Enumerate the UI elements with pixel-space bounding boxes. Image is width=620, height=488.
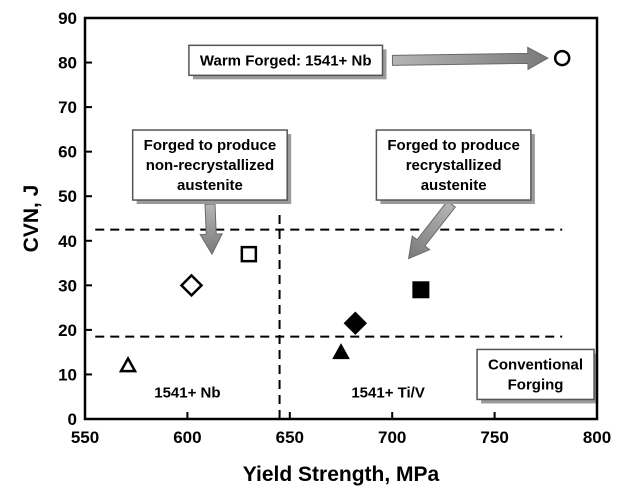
axis-ticks: 550 600 650 700 750 800 0 10 20 30 40 50 60 70 80 90 <box>58 9 611 447</box>
annotation-text: Conventional <box>488 356 583 373</box>
y-tick-label: 80 <box>58 54 77 73</box>
annotation-arrow <box>199 203 224 256</box>
reference-lines <box>95 214 563 419</box>
annotation-text: Forging <box>508 376 564 393</box>
annotation-box <box>375 129 532 201</box>
annotation-box <box>188 44 384 77</box>
annotation-text: recrystallized <box>406 157 502 174</box>
annotation-text: Forged to produce <box>144 137 277 154</box>
y-tick-label: 0 <box>68 410 77 429</box>
annotation-arrows <box>199 46 549 260</box>
x-tick-label: 750 <box>480 428 508 447</box>
point-open-square <box>240 245 258 263</box>
point-open-diamond <box>179 273 204 298</box>
y-tick-label: 20 <box>58 321 77 340</box>
annotation-arrow <box>391 46 549 71</box>
y-tick-label: 60 <box>58 143 77 162</box>
point-open-triangle <box>118 355 138 373</box>
point-filled-diamond <box>343 311 368 335</box>
annotation-box <box>476 348 595 401</box>
data-points <box>118 49 571 373</box>
annotation-non-recryst: Forged to produce non-recrystallized auste… <box>131 129 292 205</box>
annotation-label-1541nb: 1541+ Nb <box>154 384 220 401</box>
annotation-text: 1541+ Nb <box>154 384 220 401</box>
y-axis-title: CVN, J <box>20 185 43 253</box>
annotation-text: austenite <box>177 177 243 194</box>
point-filled-square <box>412 281 430 299</box>
y-tick-label: 30 <box>58 276 77 295</box>
annotation-warm-forged: Warm Forged: 1541+ Nb <box>188 44 387 80</box>
y-tick-label: 10 <box>58 365 77 384</box>
x-tick-label: 700 <box>378 428 406 447</box>
y-tick-label: 70 <box>58 98 77 117</box>
annotation-recryst: Forged to produce recrystallized austenite <box>375 129 535 205</box>
y-tick-label: 50 <box>58 187 77 206</box>
annotation-label-1541tiv: 1541+ Ti/V <box>351 384 425 401</box>
annotation-text: Forged to produce <box>387 137 520 154</box>
annotation-box <box>131 129 288 201</box>
annotation-text: austenite <box>421 177 487 194</box>
x-tick-label: 550 <box>71 428 99 447</box>
plot-frame <box>83 16 599 421</box>
annotation-conventional: Conventional Forging <box>476 348 599 404</box>
x-tick-label: 800 <box>583 428 611 447</box>
y-tick-label: 90 <box>58 9 77 28</box>
annotation-text: non-recrystallized <box>146 157 274 174</box>
x-axis-title: Yield Strength, MPa <box>243 463 440 486</box>
annotation-text: 1541+ Ti/V <box>351 384 425 401</box>
point-filled-triangle <box>332 343 350 360</box>
annotation-arrow <box>407 200 457 260</box>
x-tick-label: 650 <box>276 428 304 447</box>
x-tick-label: 600 <box>173 428 201 447</box>
annotation-text: Warm Forged: 1541+ Nb <box>200 52 372 69</box>
annotations: Warm Forged: 1541+ Nb Forged to produce no… <box>131 44 599 404</box>
y-tick-label: 40 <box>58 232 77 251</box>
point-open-circle <box>553 49 571 67</box>
